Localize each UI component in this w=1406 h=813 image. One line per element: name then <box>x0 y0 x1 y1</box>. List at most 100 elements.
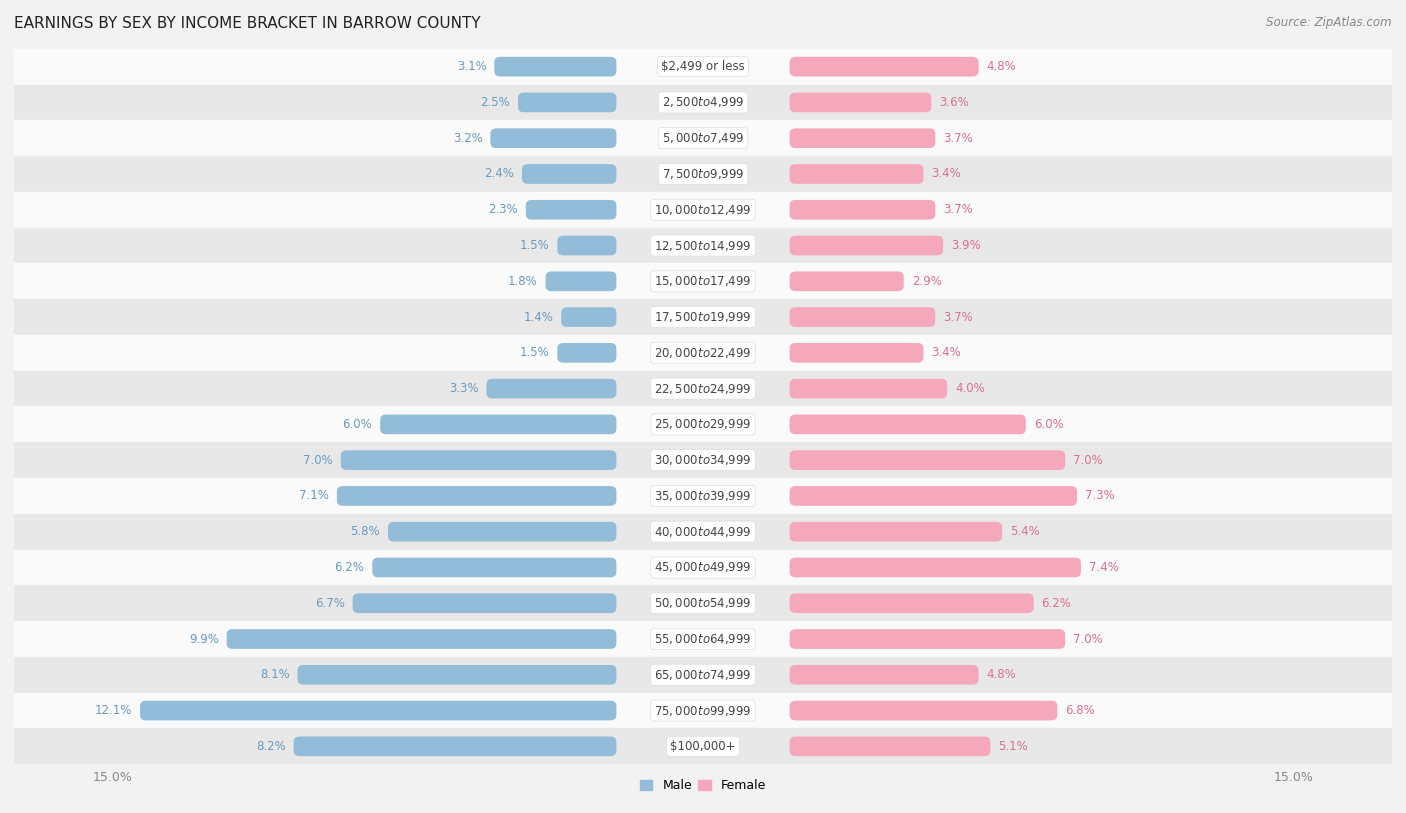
Text: EARNINGS BY SEX BY INCOME BRACKET IN BARROW COUNTY: EARNINGS BY SEX BY INCOME BRACKET IN BAR… <box>14 16 481 31</box>
Text: $65,000 to $74,999: $65,000 to $74,999 <box>654 667 752 682</box>
FancyBboxPatch shape <box>546 272 616 291</box>
FancyBboxPatch shape <box>337 486 616 506</box>
Bar <box>14 192 1392 228</box>
Text: 5.4%: 5.4% <box>1010 525 1040 538</box>
FancyBboxPatch shape <box>226 629 616 649</box>
Text: $30,000 to $34,999: $30,000 to $34,999 <box>654 453 752 467</box>
FancyBboxPatch shape <box>486 379 616 398</box>
Text: 4.8%: 4.8% <box>987 668 1017 681</box>
Text: $25,000 to $29,999: $25,000 to $29,999 <box>654 417 752 432</box>
Text: $50,000 to $54,999: $50,000 to $54,999 <box>654 596 752 611</box>
Text: $7,500 to $9,999: $7,500 to $9,999 <box>662 167 744 181</box>
Text: 2.4%: 2.4% <box>484 167 515 180</box>
Text: 3.7%: 3.7% <box>943 203 973 216</box>
Text: 3.2%: 3.2% <box>453 132 482 145</box>
Text: 3.4%: 3.4% <box>931 346 962 359</box>
FancyBboxPatch shape <box>561 307 616 327</box>
Text: 8.2%: 8.2% <box>256 740 285 753</box>
Bar <box>14 85 1392 120</box>
Text: 7.0%: 7.0% <box>304 454 333 467</box>
Bar <box>14 49 1392 85</box>
Text: $35,000 to $39,999: $35,000 to $39,999 <box>654 489 752 503</box>
Text: $2,499 or less: $2,499 or less <box>661 60 745 73</box>
FancyBboxPatch shape <box>790 522 1002 541</box>
FancyBboxPatch shape <box>790 57 979 76</box>
FancyBboxPatch shape <box>790 200 935 220</box>
FancyBboxPatch shape <box>373 558 616 577</box>
FancyBboxPatch shape <box>790 450 1066 470</box>
Text: 1.5%: 1.5% <box>520 346 550 359</box>
Text: 3.3%: 3.3% <box>449 382 478 395</box>
Text: 3.4%: 3.4% <box>931 167 962 180</box>
Text: 7.0%: 7.0% <box>1073 454 1102 467</box>
Text: 2.9%: 2.9% <box>911 275 942 288</box>
FancyBboxPatch shape <box>790 558 1081 577</box>
FancyBboxPatch shape <box>790 701 1057 720</box>
Text: 6.2%: 6.2% <box>1042 597 1071 610</box>
Bar <box>14 120 1392 156</box>
Bar <box>14 621 1392 657</box>
Text: $45,000 to $49,999: $45,000 to $49,999 <box>654 560 752 575</box>
FancyBboxPatch shape <box>298 665 616 685</box>
FancyBboxPatch shape <box>790 629 1066 649</box>
FancyBboxPatch shape <box>380 415 616 434</box>
Bar <box>14 335 1392 371</box>
Text: $12,500 to $14,999: $12,500 to $14,999 <box>654 238 752 253</box>
Text: 4.8%: 4.8% <box>987 60 1017 73</box>
FancyBboxPatch shape <box>340 450 616 470</box>
Text: 12.1%: 12.1% <box>94 704 132 717</box>
Text: 3.7%: 3.7% <box>943 132 973 145</box>
Bar <box>14 657 1392 693</box>
FancyBboxPatch shape <box>790 486 1077 506</box>
Text: $2,500 to $4,999: $2,500 to $4,999 <box>662 95 744 110</box>
Text: $10,000 to $12,499: $10,000 to $12,499 <box>654 202 752 217</box>
Text: 2.5%: 2.5% <box>481 96 510 109</box>
Bar <box>14 371 1392 406</box>
Bar <box>14 299 1392 335</box>
Text: 3.6%: 3.6% <box>939 96 969 109</box>
Bar <box>14 728 1392 764</box>
Text: 6.8%: 6.8% <box>1066 704 1095 717</box>
Bar <box>14 478 1392 514</box>
Bar <box>14 228 1392 263</box>
Bar <box>14 514 1392 550</box>
FancyBboxPatch shape <box>517 93 616 112</box>
Text: 6.2%: 6.2% <box>335 561 364 574</box>
Text: 6.7%: 6.7% <box>315 597 344 610</box>
FancyBboxPatch shape <box>790 164 924 184</box>
Text: 5.1%: 5.1% <box>998 740 1028 753</box>
Text: $5,000 to $7,499: $5,000 to $7,499 <box>662 131 744 146</box>
FancyBboxPatch shape <box>526 200 616 220</box>
Text: 7.1%: 7.1% <box>299 489 329 502</box>
FancyBboxPatch shape <box>557 343 616 363</box>
Text: 3.1%: 3.1% <box>457 60 486 73</box>
Text: $100,000+: $100,000+ <box>671 740 735 753</box>
Text: 1.4%: 1.4% <box>523 311 554 324</box>
FancyBboxPatch shape <box>790 128 935 148</box>
Legend: Male, Female: Male, Female <box>636 774 770 798</box>
Text: 1.5%: 1.5% <box>520 239 550 252</box>
FancyBboxPatch shape <box>790 307 935 327</box>
FancyBboxPatch shape <box>790 665 979 685</box>
Text: 6.0%: 6.0% <box>343 418 373 431</box>
FancyBboxPatch shape <box>790 593 1033 613</box>
Text: 3.9%: 3.9% <box>950 239 981 252</box>
FancyBboxPatch shape <box>790 343 924 363</box>
FancyBboxPatch shape <box>522 164 616 184</box>
Text: 8.1%: 8.1% <box>260 668 290 681</box>
Text: 7.4%: 7.4% <box>1088 561 1119 574</box>
Text: 1.8%: 1.8% <box>508 275 537 288</box>
Text: 5.8%: 5.8% <box>350 525 380 538</box>
Text: 9.9%: 9.9% <box>188 633 219 646</box>
Bar <box>14 406 1392 442</box>
Text: $22,500 to $24,999: $22,500 to $24,999 <box>654 381 752 396</box>
FancyBboxPatch shape <box>790 379 948 398</box>
Bar <box>14 693 1392 728</box>
Text: $15,000 to $17,499: $15,000 to $17,499 <box>654 274 752 289</box>
Text: $75,000 to $99,999: $75,000 to $99,999 <box>654 703 752 718</box>
FancyBboxPatch shape <box>388 522 616 541</box>
FancyBboxPatch shape <box>353 593 616 613</box>
Text: 7.3%: 7.3% <box>1085 489 1115 502</box>
FancyBboxPatch shape <box>557 236 616 255</box>
FancyBboxPatch shape <box>790 415 1026 434</box>
